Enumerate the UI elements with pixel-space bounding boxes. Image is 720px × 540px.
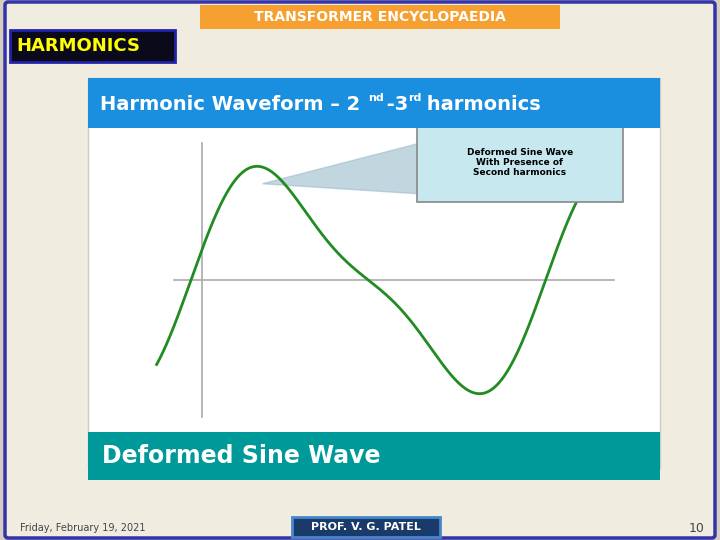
Text: harmonics: harmonics: [420, 96, 541, 114]
FancyBboxPatch shape: [88, 78, 660, 128]
Text: Deformed Sine Wave
With Presence of
Second harmonics: Deformed Sine Wave With Presence of Seco…: [467, 147, 573, 177]
FancyBboxPatch shape: [417, 123, 623, 202]
Polygon shape: [263, 143, 420, 194]
Text: rd: rd: [408, 93, 421, 103]
FancyBboxPatch shape: [10, 30, 175, 62]
FancyBboxPatch shape: [88, 432, 660, 480]
Text: PROF. V. G. PATEL: PROF. V. G. PATEL: [311, 522, 421, 532]
Text: 10: 10: [689, 522, 705, 535]
FancyBboxPatch shape: [292, 517, 440, 537]
Text: TRANSFORMER ENCYCLOPAEDIA: TRANSFORMER ENCYCLOPAEDIA: [254, 10, 506, 24]
Text: Friday, February 19, 2021: Friday, February 19, 2021: [20, 523, 145, 533]
Text: nd: nd: [368, 93, 384, 103]
Text: Harmonic Waveform – 2: Harmonic Waveform – 2: [100, 96, 360, 114]
FancyBboxPatch shape: [5, 2, 715, 538]
Text: Deformed Sine Wave: Deformed Sine Wave: [102, 444, 380, 468]
Text: -3: -3: [380, 96, 408, 114]
FancyBboxPatch shape: [88, 78, 660, 468]
FancyBboxPatch shape: [200, 5, 560, 29]
Text: HARMONICS: HARMONICS: [16, 37, 140, 55]
